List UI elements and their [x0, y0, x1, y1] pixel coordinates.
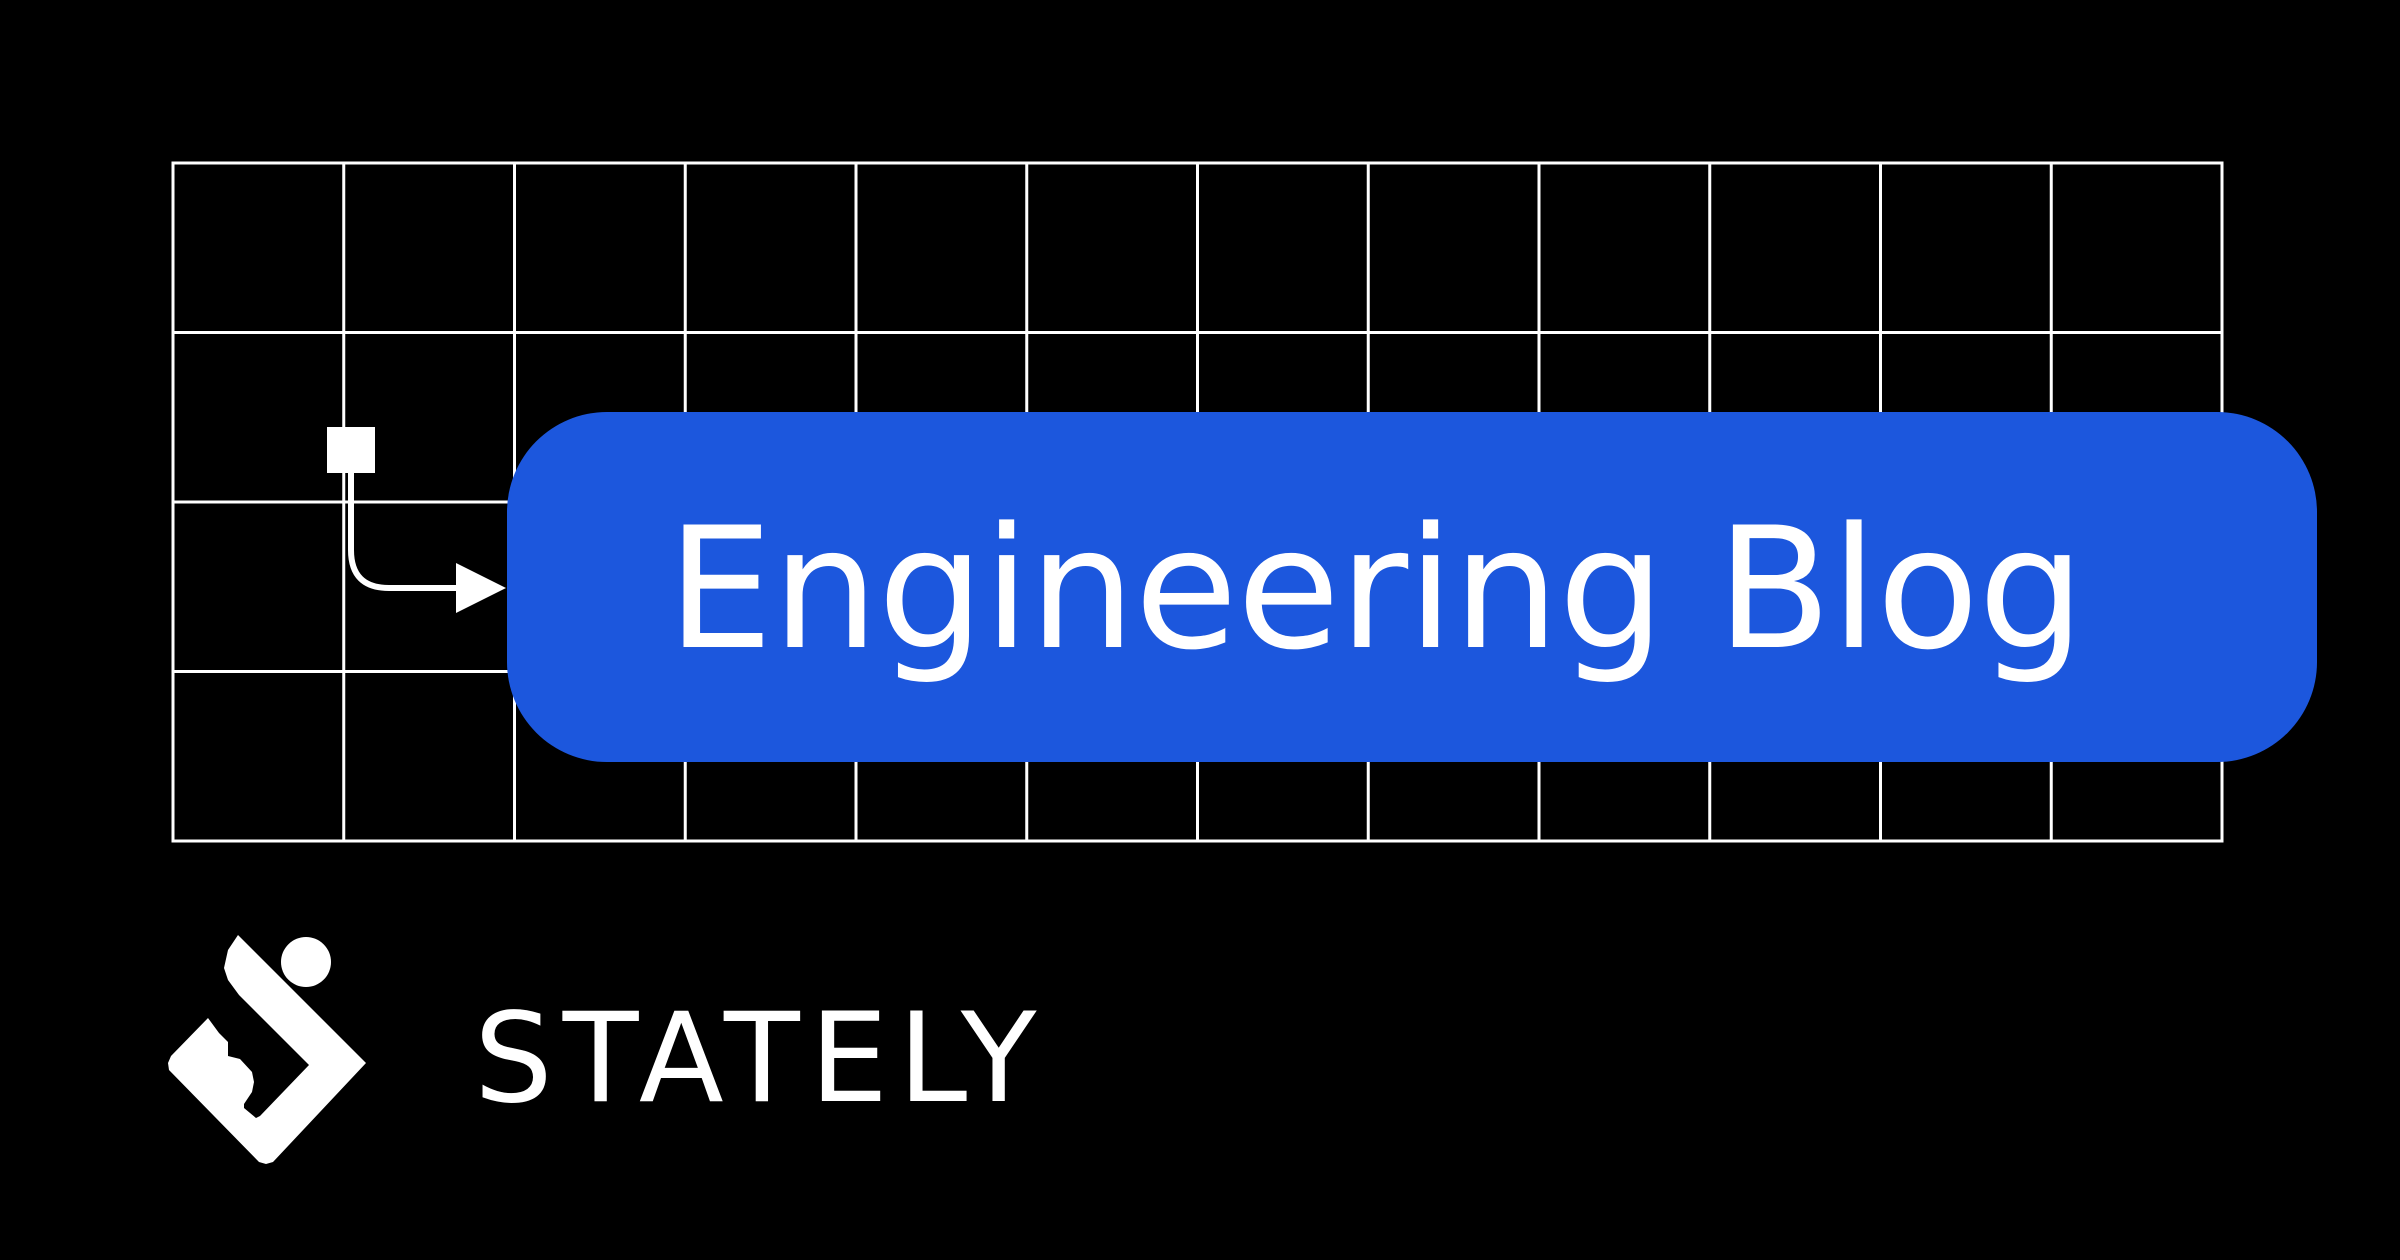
- brand-name: STATELY: [474, 987, 1047, 1131]
- transition-line: [348, 473, 462, 591]
- start-state-node: [327, 427, 375, 473]
- logo-mark: [168, 935, 366, 1164]
- state-transition-arrow-icon: [327, 427, 506, 613]
- arrow-head-icon: [456, 563, 506, 613]
- stately-logo-icon: [168, 935, 366, 1164]
- page-title: Engineering Blog: [667, 491, 2085, 687]
- brand-lockup: STATELY: [168, 932, 1046, 1172]
- title-card: Engineering Blog: [507, 412, 2317, 762]
- logo-dot: [281, 937, 331, 987]
